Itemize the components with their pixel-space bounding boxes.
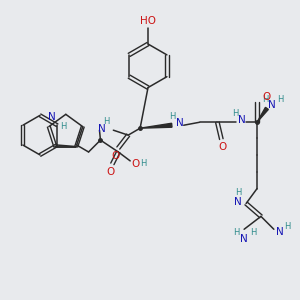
Text: N: N (98, 124, 105, 134)
Text: H: H (169, 112, 176, 121)
Text: N: N (176, 118, 184, 128)
Text: N: N (276, 227, 284, 237)
Text: H: H (250, 228, 256, 237)
Text: H: H (235, 188, 242, 197)
Text: N: N (268, 100, 276, 110)
Text: O: O (263, 92, 271, 103)
Text: O: O (131, 159, 139, 169)
Text: N: N (234, 196, 242, 206)
Polygon shape (257, 107, 269, 122)
Text: H: H (284, 222, 291, 231)
Text: O: O (111, 151, 119, 161)
Text: H: H (233, 228, 239, 237)
Text: H: H (278, 95, 284, 104)
Text: H: H (232, 109, 238, 118)
Text: N: N (238, 115, 246, 125)
Text: N: N (240, 234, 248, 244)
Text: N: N (48, 112, 56, 122)
Text: H: H (262, 95, 268, 104)
Text: O: O (106, 167, 115, 177)
Text: H: H (103, 117, 110, 126)
Text: O: O (218, 142, 226, 152)
Text: H: H (60, 122, 66, 131)
Text: H: H (140, 159, 146, 168)
Text: HO: HO (140, 16, 156, 26)
Polygon shape (140, 123, 172, 128)
